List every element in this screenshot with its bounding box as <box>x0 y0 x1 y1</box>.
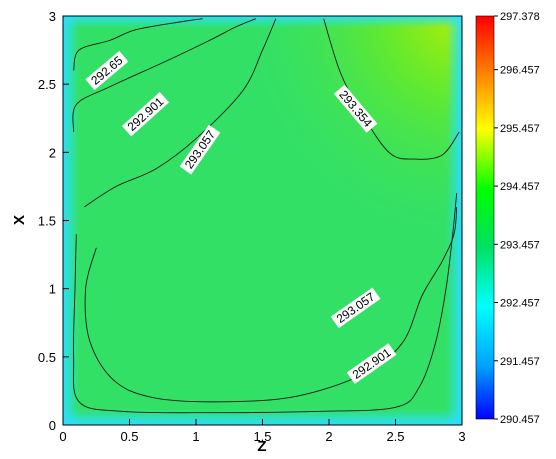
x-tick-label: 2 <box>325 429 332 444</box>
contour-line <box>84 206 458 403</box>
contour-line <box>84 18 277 208</box>
y-tick-label: 3 <box>49 9 56 24</box>
colorbar-tick-label: 294.457 <box>500 181 540 193</box>
temperature-field <box>63 16 462 425</box>
colorbar: 297.378 296.457 295.457 294.457 293.457 292.4… <box>475 11 540 426</box>
x-tick-label: 3 <box>458 429 465 444</box>
colorbar-tick-label: 292.457 <box>500 298 540 310</box>
y-tick-label: 0 <box>49 418 56 433</box>
contour-label-bg <box>346 343 397 384</box>
x-tick-label: 2.5 <box>386 429 404 444</box>
y-tick-label: 0.5 <box>38 350 56 365</box>
contour-label-bg <box>121 91 170 137</box>
x-tick-label: 1.5 <box>253 429 271 444</box>
contour-label-bg <box>333 84 378 133</box>
y-axis-ticks: 0 0.5 1 1.5 2 2.5 3 <box>38 9 69 433</box>
y-tick-label: 1.5 <box>38 214 56 229</box>
contour-line <box>72 18 256 132</box>
x-tick-label: 0.5 <box>120 429 138 444</box>
contour-line <box>323 18 460 160</box>
y-axis-label: X <box>11 215 28 225</box>
colorbar-tick-label: 291.457 <box>500 356 540 368</box>
y-tick-label: 2 <box>49 145 56 160</box>
x-tick-label: 1 <box>192 429 199 444</box>
contour-label-bg <box>330 287 381 329</box>
colorbar-tick-label: 293.457 <box>500 239 540 251</box>
x-axis-label: Z <box>257 438 266 455</box>
contour-lines <box>72 18 460 414</box>
colorbar-ticks: 297.378 296.457 295.457 294.457 293.457 292.4… <box>494 11 540 426</box>
y-tick-label: 1 <box>49 282 56 297</box>
x-tick-label: 0 <box>59 429 66 444</box>
contour-label-bg <box>85 50 129 91</box>
contour-label-bg <box>179 124 221 175</box>
contour-line <box>73 193 458 414</box>
colorbar-tick-label: 297.378 <box>500 11 540 23</box>
contour-line <box>73 18 203 71</box>
colorbar-tick-label: 296.457 <box>500 65 540 77</box>
colorbar-gradient <box>475 15 495 420</box>
colorbar-tick-label: 295.457 <box>500 123 540 135</box>
x-axis-ticks: 0 0.5 1 1.5 2 2.5 3 <box>59 419 466 444</box>
colorbar-tick-label: 290.457 <box>500 414 540 426</box>
y-tick-label: 2.5 <box>38 77 56 92</box>
